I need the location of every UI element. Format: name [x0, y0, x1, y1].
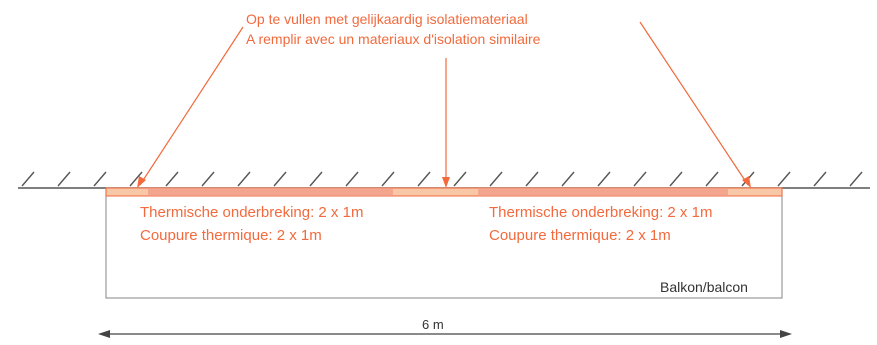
- note-dutch: Op te vullen met gelijkaardig isolatiema…: [246, 11, 528, 27]
- right-break-french: Coupure thermique: 2 x 1m: [489, 227, 671, 244]
- arrowhead-center: [442, 177, 450, 188]
- hatch-mark: [93, 171, 107, 187]
- right-break-dutch: Thermische onderbreking: 2 x 1m: [489, 204, 713, 221]
- hatch-mark: [561, 171, 575, 187]
- hatch-mark: [813, 171, 827, 187]
- leader-right: [639, 21, 749, 186]
- dimension-arrow-left: [98, 330, 110, 338]
- hatch-mark: [633, 171, 647, 187]
- dimension-label: 6 m: [422, 317, 444, 332]
- leader-left: [139, 26, 244, 186]
- hatch-mark: [597, 171, 611, 187]
- hatch-mark: [489, 171, 503, 187]
- arrowhead-left: [137, 176, 146, 188]
- hatch-mark: [669, 171, 683, 187]
- hatch-mark: [201, 171, 215, 187]
- hatch-mark: [849, 171, 863, 187]
- left-break-dutch: Thermische onderbreking: 2 x 1m: [140, 204, 364, 221]
- balcony-label: Balkon/balcon: [660, 279, 748, 295]
- hatch-mark: [165, 171, 179, 187]
- dimension-arrow-right: [780, 330, 792, 338]
- hatch-mark: [525, 171, 539, 187]
- hatch-mark: [777, 171, 791, 187]
- hatch-mark: [417, 171, 431, 187]
- hatch-mark: [381, 171, 395, 187]
- arrowhead-right: [742, 176, 751, 188]
- hatch-mark: [345, 171, 359, 187]
- hatch-mark: [237, 171, 251, 187]
- insulation-strip: [105, 187, 783, 197]
- thermal-break-right: [478, 188, 728, 196]
- ground-hatching: [21, 171, 863, 187]
- thermal-break-left: [148, 188, 393, 196]
- hatch-mark: [453, 171, 467, 187]
- hatch-mark: [309, 171, 323, 187]
- left-break-french: Coupure thermique: 2 x 1m: [140, 227, 322, 244]
- note-french: A remplir avec un materiaux d'isolation …: [246, 31, 541, 47]
- hatch-mark: [273, 171, 287, 187]
- hatch-mark: [705, 171, 719, 187]
- hatch-mark: [57, 171, 71, 187]
- hatch-mark: [129, 171, 143, 187]
- hatch-mark: [21, 171, 35, 187]
